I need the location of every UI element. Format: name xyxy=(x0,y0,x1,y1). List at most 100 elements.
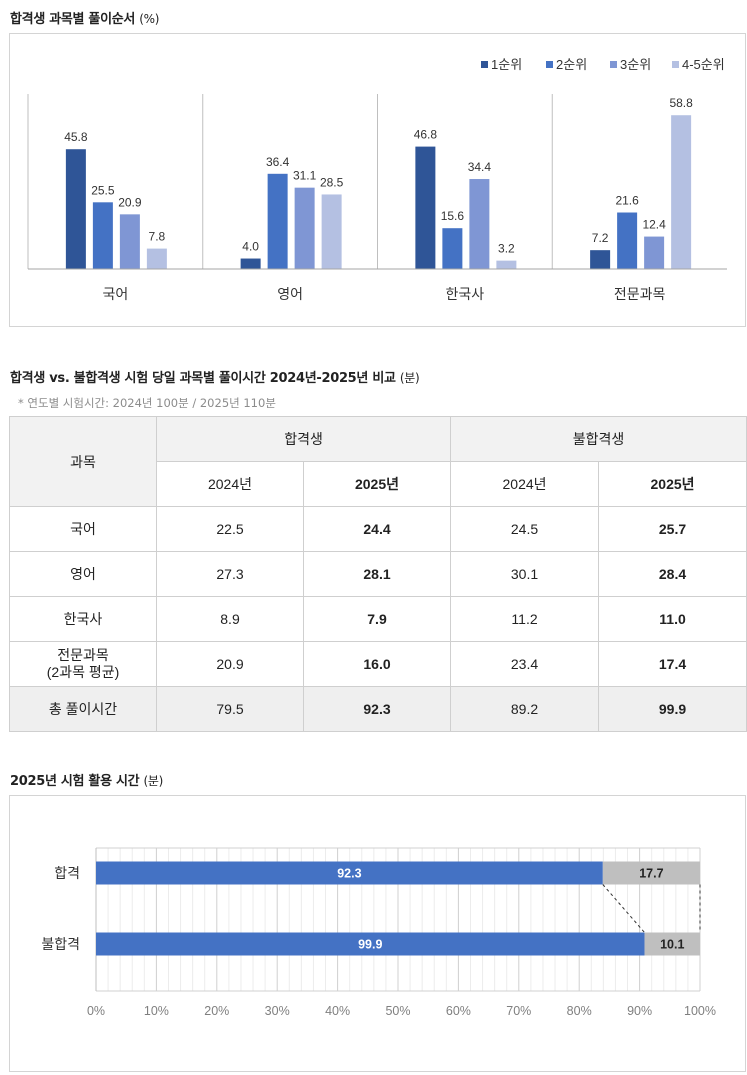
data-label: 7.8 xyxy=(149,230,166,244)
category-label: 한국사 xyxy=(446,286,485,302)
x-tick-label: 80% xyxy=(567,1004,592,1018)
data-label: 7.2 xyxy=(592,231,609,245)
category-label: 불합격 xyxy=(41,936,80,952)
bar xyxy=(92,202,113,269)
x-tick-label: 60% xyxy=(446,1004,471,1018)
table-year-row: 2024년 2025년 2024년 2025년 xyxy=(10,461,747,507)
bar xyxy=(415,146,436,269)
table-title: 합격생 vs. 불합격생 시험 당일 과목별 풀이시간 2024년-2025년 … xyxy=(10,367,420,386)
data-label: 20.9 xyxy=(118,195,142,209)
data-label: 99.9 xyxy=(358,938,382,952)
legend-label: 2순위 xyxy=(556,57,587,72)
bar xyxy=(671,115,692,269)
bar xyxy=(442,228,463,269)
data-label: 92.3 xyxy=(337,867,361,881)
legend-swatch xyxy=(672,61,679,68)
table-row: 전문과목 (2과목 평균) 20.9 16.0 23.4 17.4 xyxy=(9,641,747,687)
bar xyxy=(267,173,288,269)
table-header-row: 과목 합격생 불합격생 xyxy=(9,416,747,507)
bar xyxy=(496,260,517,269)
table-row-total: 총 풀이시간 79.5 92.3 89.2 99.9 xyxy=(9,686,747,732)
chart1-unit: (%) xyxy=(139,12,160,26)
connector-line xyxy=(602,884,645,933)
bar-segment xyxy=(96,932,645,956)
bar xyxy=(146,248,167,269)
data-label: 4.0 xyxy=(242,240,259,254)
cell: 20.9 xyxy=(156,641,304,687)
data-label: 58.8 xyxy=(669,96,693,110)
cell: 25.7 xyxy=(598,506,747,552)
chart1-svg: 1순위 2순위 3순위 4-5순위 45.8 25.520.9 7.8 국어 4.0 36.431… xyxy=(27,57,727,302)
table-title-text: 합격생 vs. 불합격생 시험 당일 과목별 풀이시간 2024년-2025년 … xyxy=(10,371,396,386)
bar xyxy=(321,194,342,269)
cell: 7.9 xyxy=(302,596,452,642)
row-label-line1: 전문과목 xyxy=(57,647,109,663)
cell: 22.5 xyxy=(156,506,304,552)
year-header: 2024년 xyxy=(156,461,304,507)
chart2-title-text: 2025년 시험 활용 시간 xyxy=(10,774,140,789)
chart1-title: 합격생 과목별 풀이순서 (%) xyxy=(10,8,159,27)
data-label: 15.6 xyxy=(441,209,465,223)
data-label: 17.7 xyxy=(639,867,663,881)
category-label: 국어 xyxy=(102,286,128,302)
cell: 17.4 xyxy=(598,641,747,687)
bar xyxy=(119,214,140,269)
chart2-panel: 0% 10% 20% 30% 40% 50% 60% 70% 80% 90% 100% 합격 92.3 1… xyxy=(9,795,746,1072)
bar-segment xyxy=(602,861,700,885)
bar xyxy=(590,250,611,269)
row-label: 국어 xyxy=(9,506,157,552)
cell: 24.4 xyxy=(302,506,452,552)
table-row: 국어 22.5 24.4 24.5 25.7 xyxy=(9,506,747,552)
bar xyxy=(240,258,261,269)
cell: 30.1 xyxy=(450,551,600,597)
cell: 99.9 xyxy=(598,686,747,732)
category-label: 합격 xyxy=(54,865,80,881)
cell: 79.5 xyxy=(156,686,304,732)
legend-label: 1순위 xyxy=(491,57,522,72)
x-tick-label: 0% xyxy=(87,1004,105,1018)
table-unit: (분) xyxy=(399,371,420,385)
category-label: 전문과목 xyxy=(614,286,666,302)
legend-label: 4-5순위 xyxy=(682,57,725,72)
legend-label: 3순위 xyxy=(620,57,651,72)
cell: 89.2 xyxy=(450,686,600,732)
row-label: 총 풀이시간 xyxy=(9,686,157,732)
data-label: 3.2 xyxy=(498,242,515,256)
data-label: 12.4 xyxy=(642,218,666,232)
data-label: 10.1 xyxy=(660,938,684,952)
category-label: 영어 xyxy=(277,286,303,302)
bar xyxy=(469,179,490,269)
row-label: 영어 xyxy=(9,551,157,597)
row-label: 한국사 xyxy=(9,596,157,642)
cell: 28.1 xyxy=(302,551,452,597)
row-label-line2: (2과목 평균) xyxy=(46,664,120,680)
legend-swatch xyxy=(546,61,553,68)
data-label: 31.1 xyxy=(293,169,317,183)
bar xyxy=(65,149,86,269)
data-label: 21.6 xyxy=(615,194,639,208)
chart2-unit: (분) xyxy=(143,774,164,788)
year-header: 2025년 xyxy=(302,461,452,507)
bar xyxy=(294,187,315,269)
data-label: 34.4 xyxy=(468,160,492,174)
cell: 24.5 xyxy=(450,506,600,552)
cell: 16.0 xyxy=(302,641,452,687)
x-tick-label: 50% xyxy=(385,1004,410,1018)
cell: 11.0 xyxy=(598,596,747,642)
chart1-panel: 1순위 2순위 3순위 4-5순위 45.8 25.5 20.9 7.8 국어 4.0 36.4 31… xyxy=(9,33,746,327)
group-header-pass: 합격생 xyxy=(155,416,452,462)
x-tick-label: 40% xyxy=(325,1004,350,1018)
bar-segment xyxy=(644,932,700,956)
table-row: 영어 27.3 28.1 30.1 28.4 xyxy=(9,551,747,597)
year-header: 2025년 xyxy=(598,461,747,507)
x-tick-label: 20% xyxy=(204,1004,229,1018)
chart2-title: 2025년 시험 활용 시간 (분) xyxy=(10,770,163,789)
data-label: 36.4 xyxy=(266,155,290,169)
cell: 28.4 xyxy=(598,551,747,597)
bar xyxy=(644,236,665,269)
legend-swatch xyxy=(610,61,617,68)
row-label: 전문과목 (2과목 평균) xyxy=(9,641,157,687)
data-label: 25.5 xyxy=(91,183,115,197)
chart1-title-text: 합격생 과목별 풀이순서 xyxy=(10,12,136,27)
data-label: 28.5 xyxy=(320,175,344,189)
